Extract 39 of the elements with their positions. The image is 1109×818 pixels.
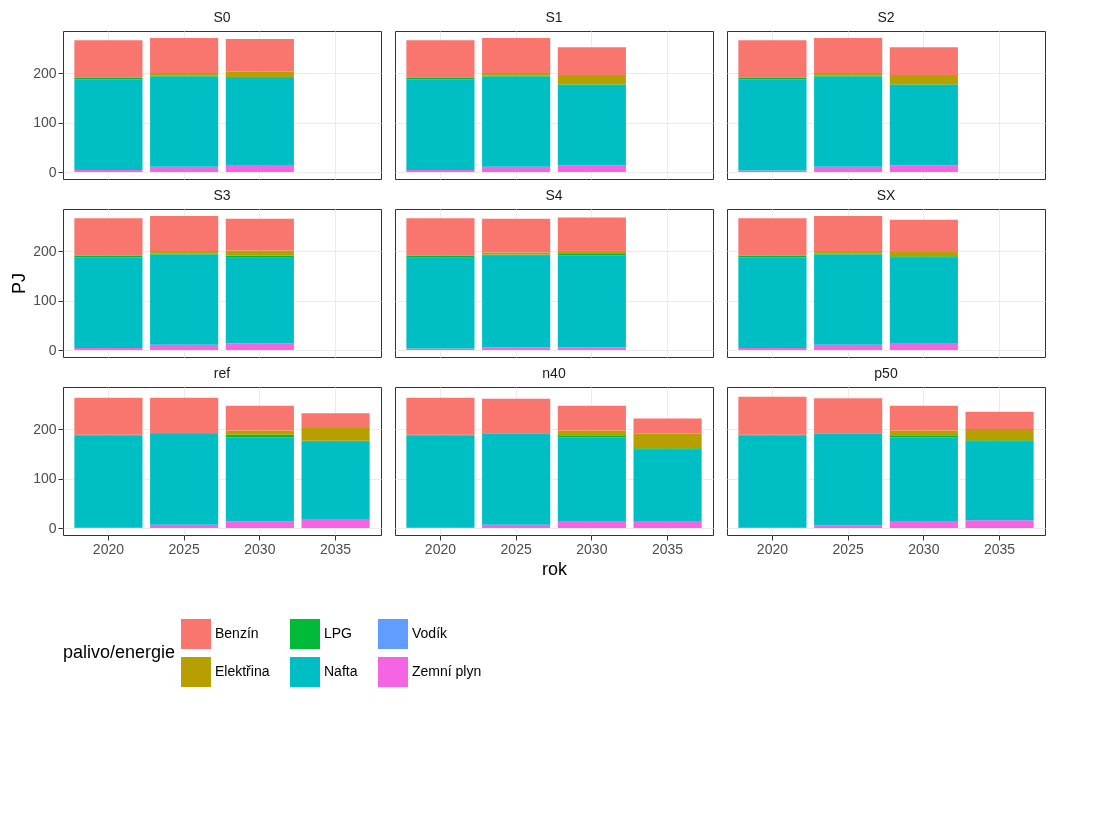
x-tick-label: 2025 xyxy=(168,540,200,557)
chart-title: p50 xyxy=(874,365,898,381)
y-tick-label: 0 xyxy=(48,341,57,358)
y-tick-label: 0 xyxy=(48,163,57,180)
legend-label: Benzín xyxy=(215,625,259,641)
chart-title: n40 xyxy=(542,365,566,381)
x-tick-label: 2030 xyxy=(576,540,608,557)
x-tick-label: 2030 xyxy=(908,540,940,557)
legend-label: LPG xyxy=(324,625,353,641)
x-tick-label: 2025 xyxy=(832,540,864,557)
y-tick-label: 100 xyxy=(33,292,57,309)
chart-title: S3 xyxy=(213,187,231,203)
y-tick-label: 200 xyxy=(33,64,57,81)
chart-title: SX xyxy=(876,187,896,203)
y-tick-label: 0 xyxy=(48,519,57,536)
x-tick-label: 2035 xyxy=(983,540,1016,557)
legend-label: Nafta xyxy=(324,663,358,679)
x-tick-label: 2020 xyxy=(424,540,457,557)
x-tick-label: 2020 xyxy=(756,540,789,557)
chart-title: S2 xyxy=(877,9,895,25)
legend-title: palivo/energie xyxy=(63,642,176,662)
x-tick-label: 2035 xyxy=(319,540,352,557)
x-tick-label: 2025 xyxy=(500,540,532,557)
chart-title: S4 xyxy=(545,187,563,203)
x-tick-label: 2035 xyxy=(651,540,684,557)
chart-title: S0 xyxy=(213,9,231,25)
y-axis-title: PJ xyxy=(9,272,30,295)
chart-title: ref xyxy=(213,365,231,381)
legend-label: Vodík xyxy=(412,625,449,641)
x-tick-label: 2030 xyxy=(244,540,276,557)
y-tick-label: 200 xyxy=(33,420,57,437)
chart-title: S1 xyxy=(545,9,563,25)
y-tick-label: 100 xyxy=(33,114,57,131)
legend-label: Elektřina xyxy=(215,663,270,679)
x-axis-title: rok xyxy=(541,558,568,579)
y-tick-label: 100 xyxy=(33,470,57,487)
legend-label: Zemní plyn xyxy=(412,663,482,679)
y-tick-label: 200 xyxy=(33,242,57,259)
x-tick-label: 2020 xyxy=(92,540,125,557)
